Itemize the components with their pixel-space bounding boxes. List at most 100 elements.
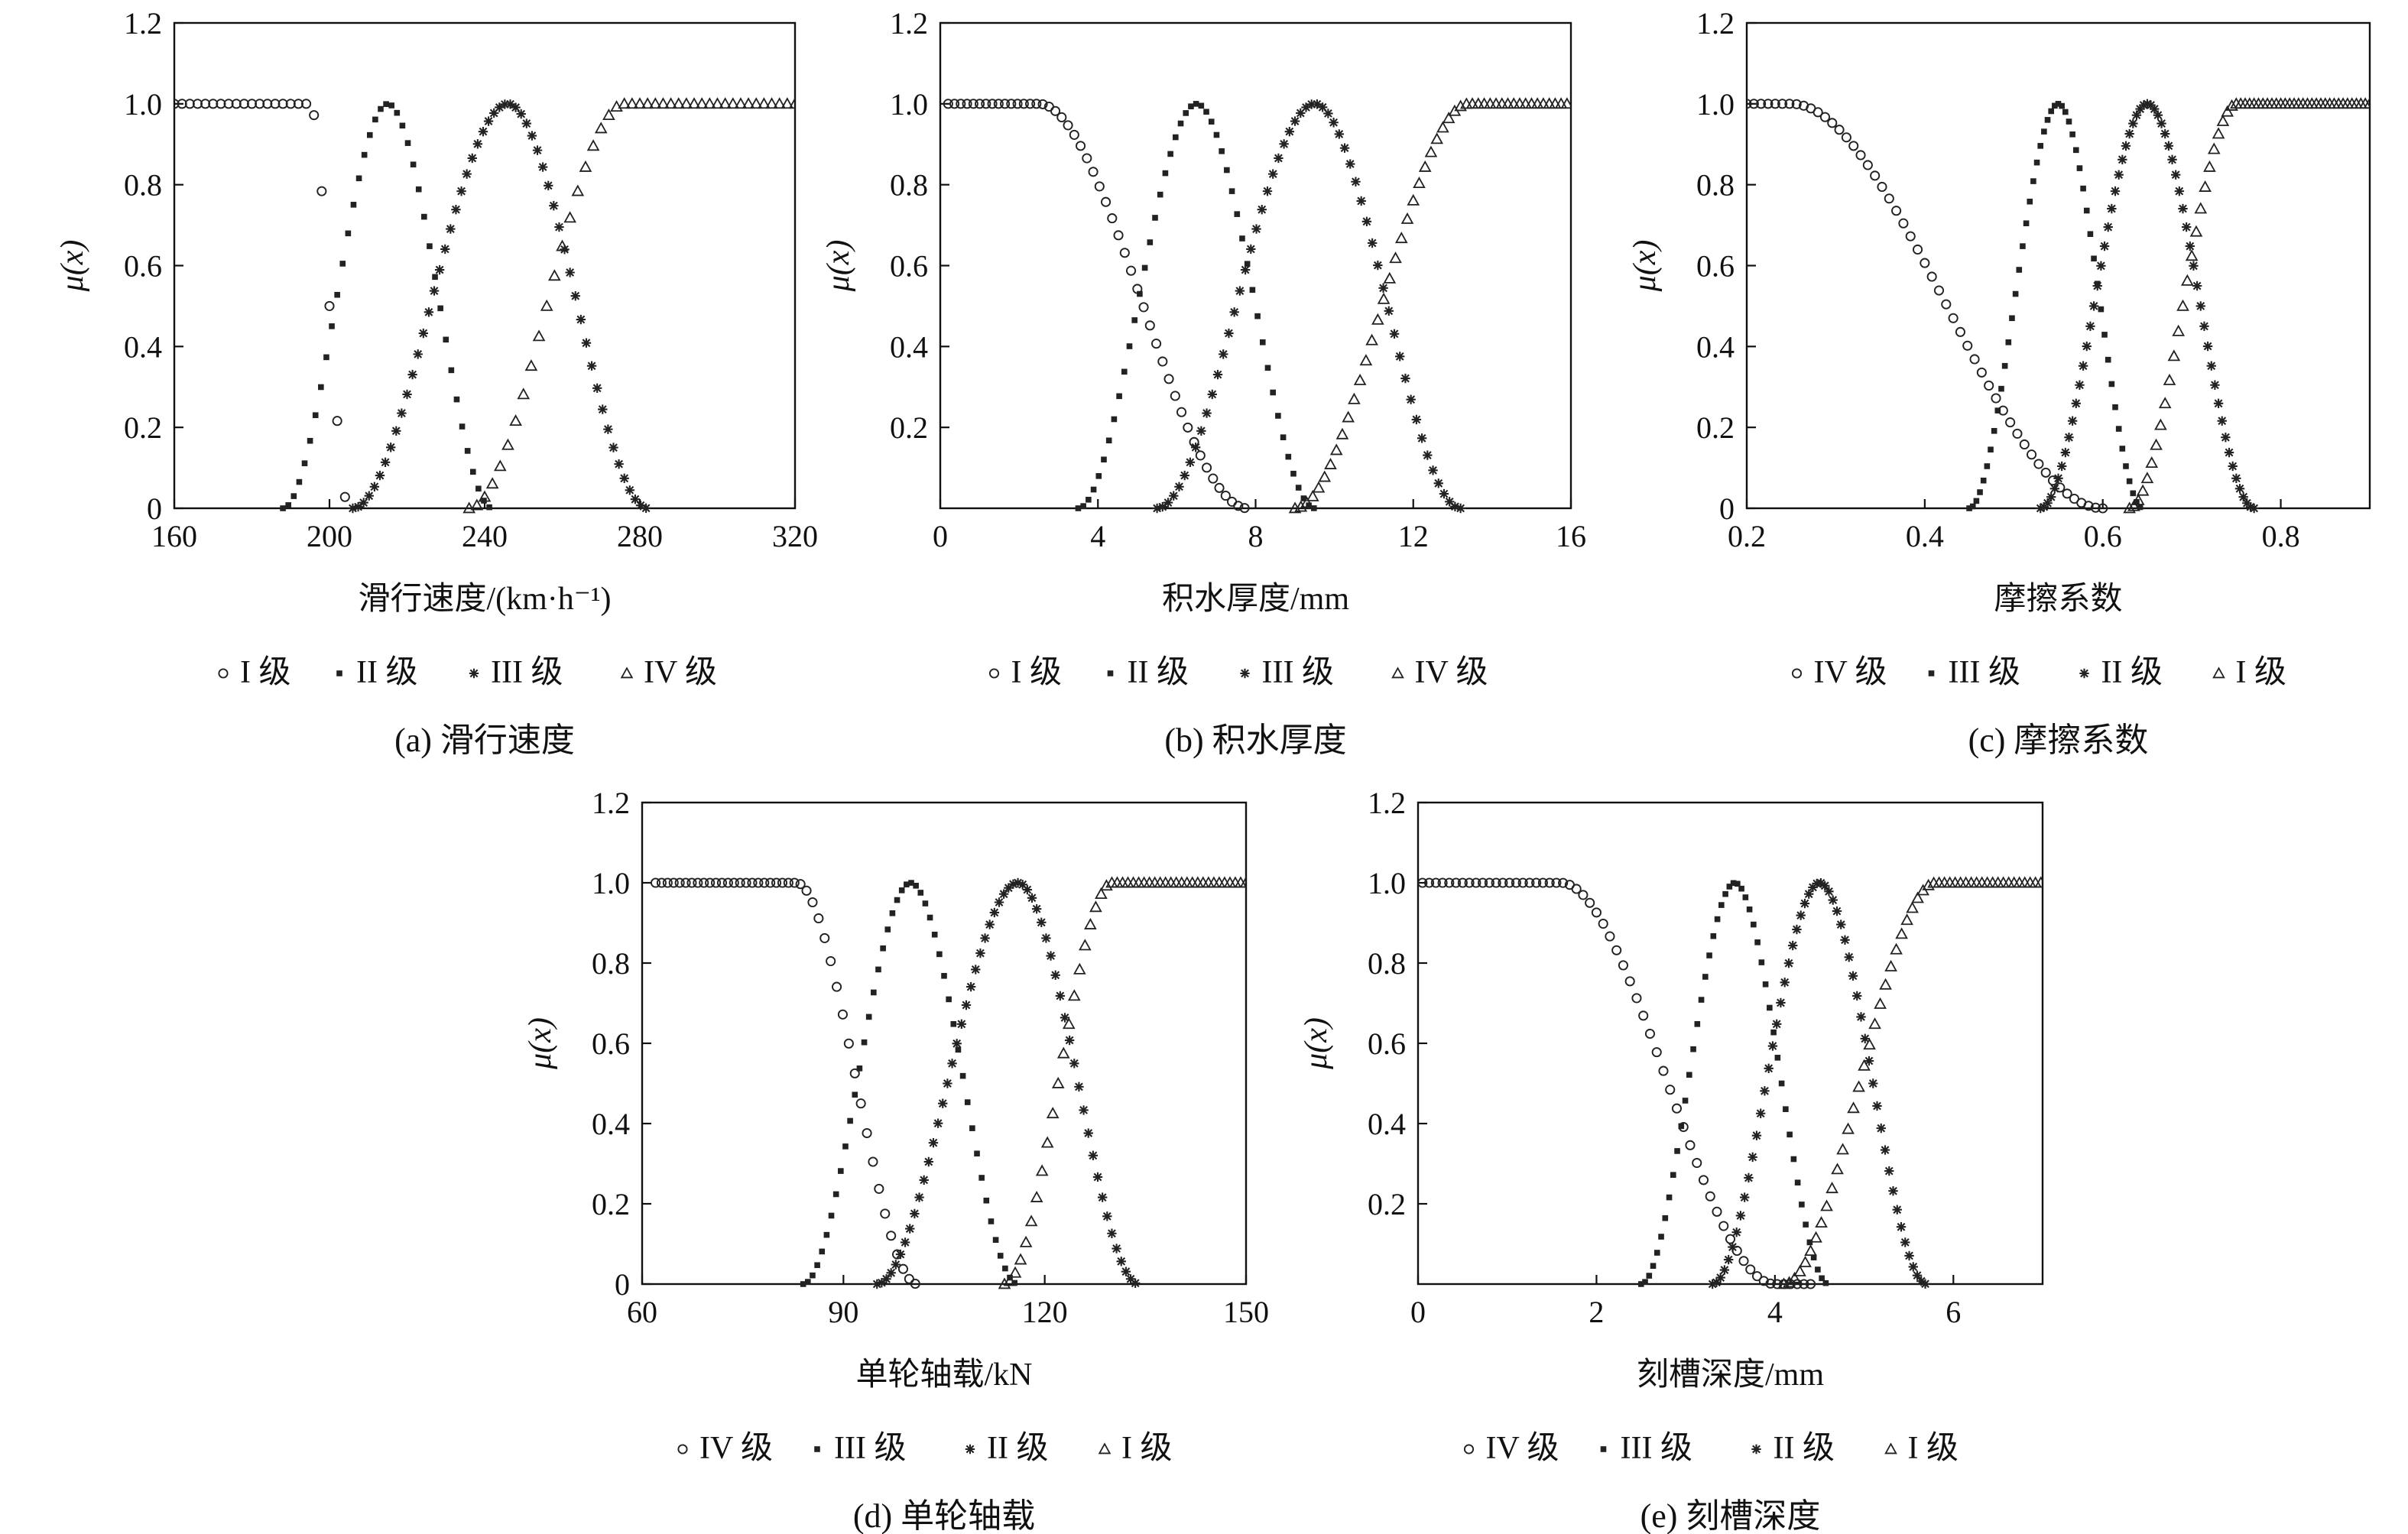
data-point bbox=[2016, 267, 2023, 273]
data-point bbox=[1920, 1279, 1930, 1289]
data-point bbox=[1906, 901, 1919, 913]
data-point bbox=[711, 97, 724, 109]
data-point bbox=[1991, 876, 2004, 888]
data-point bbox=[1783, 958, 1794, 968]
data-point bbox=[823, 1231, 830, 1238]
data-point bbox=[1208, 118, 1215, 125]
data-point bbox=[1345, 159, 1355, 169]
data-point bbox=[2163, 141, 2174, 151]
data-point bbox=[641, 97, 654, 109]
data-point bbox=[1002, 1265, 1008, 1272]
legend-item: IV 级 bbox=[1791, 655, 1887, 690]
data-point bbox=[904, 1273, 914, 1284]
data-point bbox=[581, 338, 592, 348]
data-point bbox=[1017, 880, 1027, 890]
data-point bbox=[1334, 129, 1345, 139]
data-point bbox=[1175, 876, 1189, 888]
data-point bbox=[1094, 181, 1105, 192]
data-point bbox=[1400, 212, 1414, 224]
legend: IV 级 III 级 II 级 I 级 bbox=[1791, 655, 2286, 690]
data-point bbox=[1004, 883, 1014, 893]
data-point bbox=[1810, 1254, 1817, 1260]
data-point bbox=[2163, 373, 2176, 385]
data-point bbox=[941, 972, 947, 979]
data-point bbox=[437, 305, 443, 312]
y-tick-label: 0.4 bbox=[1368, 1107, 1406, 1141]
data-point bbox=[1095, 473, 1102, 479]
data-point bbox=[771, 877, 782, 888]
data-point bbox=[1774, 1055, 1781, 1061]
data-point bbox=[832, 981, 842, 992]
data-point bbox=[1329, 443, 1343, 456]
data-point bbox=[773, 97, 787, 109]
data-point bbox=[2083, 501, 2094, 511]
data-point bbox=[1787, 1131, 1793, 1138]
data-point bbox=[927, 914, 933, 921]
data-point bbox=[1442, 112, 1456, 124]
data-point bbox=[1188, 103, 1194, 109]
data-point bbox=[1891, 206, 1902, 216]
data-point bbox=[1722, 890, 1728, 897]
data-point bbox=[1969, 503, 1976, 510]
x-tick-label: 0 bbox=[1410, 1295, 1426, 1329]
data-point bbox=[2108, 381, 2115, 388]
data-point bbox=[1646, 1273, 1653, 1279]
data-point bbox=[1154, 876, 1167, 888]
data-point bbox=[462, 169, 472, 179]
legend-marker bbox=[1391, 666, 1404, 679]
data-point bbox=[1799, 1279, 1809, 1289]
data-point bbox=[1371, 313, 1384, 325]
data-point bbox=[2023, 220, 2030, 226]
data-point bbox=[880, 945, 886, 952]
legend-item: I 级 bbox=[2212, 655, 2286, 690]
data-point bbox=[1073, 962, 1086, 975]
data-point bbox=[517, 388, 531, 400]
y-tick-label: 1.0 bbox=[592, 866, 630, 900]
data-point bbox=[1707, 1279, 1718, 1289]
data-point bbox=[1301, 102, 1311, 112]
data-point bbox=[177, 99, 187, 109]
legend-label: IV 级 bbox=[1415, 655, 1488, 690]
data-point bbox=[2146, 100, 2156, 110]
data-point bbox=[874, 1183, 884, 1194]
data-point bbox=[1715, 1273, 1725, 1283]
data-point bbox=[2167, 154, 2177, 165]
data-point bbox=[2210, 380, 2220, 390]
data-point bbox=[938, 1098, 948, 1108]
y-tick-label: 1.2 bbox=[1368, 786, 1406, 820]
data-point bbox=[813, 913, 824, 924]
data-point bbox=[1799, 1255, 1812, 1267]
data-point bbox=[747, 877, 758, 888]
data-point bbox=[418, 328, 429, 339]
data-point bbox=[1116, 1257, 1126, 1266]
data-point bbox=[1116, 393, 1122, 400]
data-point bbox=[1694, 1021, 1701, 1027]
data-point bbox=[2127, 499, 2140, 511]
data-point bbox=[2009, 315, 2015, 322]
data-point bbox=[897, 1263, 909, 1274]
series-3 bbox=[1152, 99, 1465, 514]
data-point bbox=[913, 883, 919, 889]
data-point bbox=[1674, 1148, 1680, 1154]
data-point bbox=[1062, 1017, 1076, 1030]
data-point bbox=[505, 99, 515, 109]
data-point bbox=[1651, 1047, 1662, 1058]
data-point bbox=[2001, 362, 2008, 369]
data-point bbox=[2033, 159, 2040, 166]
data-point bbox=[1019, 1235, 1033, 1247]
data-point bbox=[881, 1274, 891, 1284]
data-point bbox=[421, 213, 427, 220]
y-tick-label: 1.2 bbox=[592, 786, 630, 820]
y-tick-label: 0.2 bbox=[1368, 1187, 1406, 1221]
data-point bbox=[544, 180, 553, 191]
data-point bbox=[565, 268, 575, 277]
data-point bbox=[1852, 1080, 1865, 1092]
data-point bbox=[603, 424, 613, 434]
data-point bbox=[2217, 416, 2227, 426]
data-point bbox=[404, 140, 411, 146]
data-point bbox=[483, 116, 494, 126]
data-point bbox=[1815, 1216, 1828, 1228]
data-point bbox=[318, 384, 324, 391]
data-point bbox=[372, 116, 378, 123]
legend: IV 级 III 级 II 级 I 级 bbox=[1463, 1431, 1959, 1466]
